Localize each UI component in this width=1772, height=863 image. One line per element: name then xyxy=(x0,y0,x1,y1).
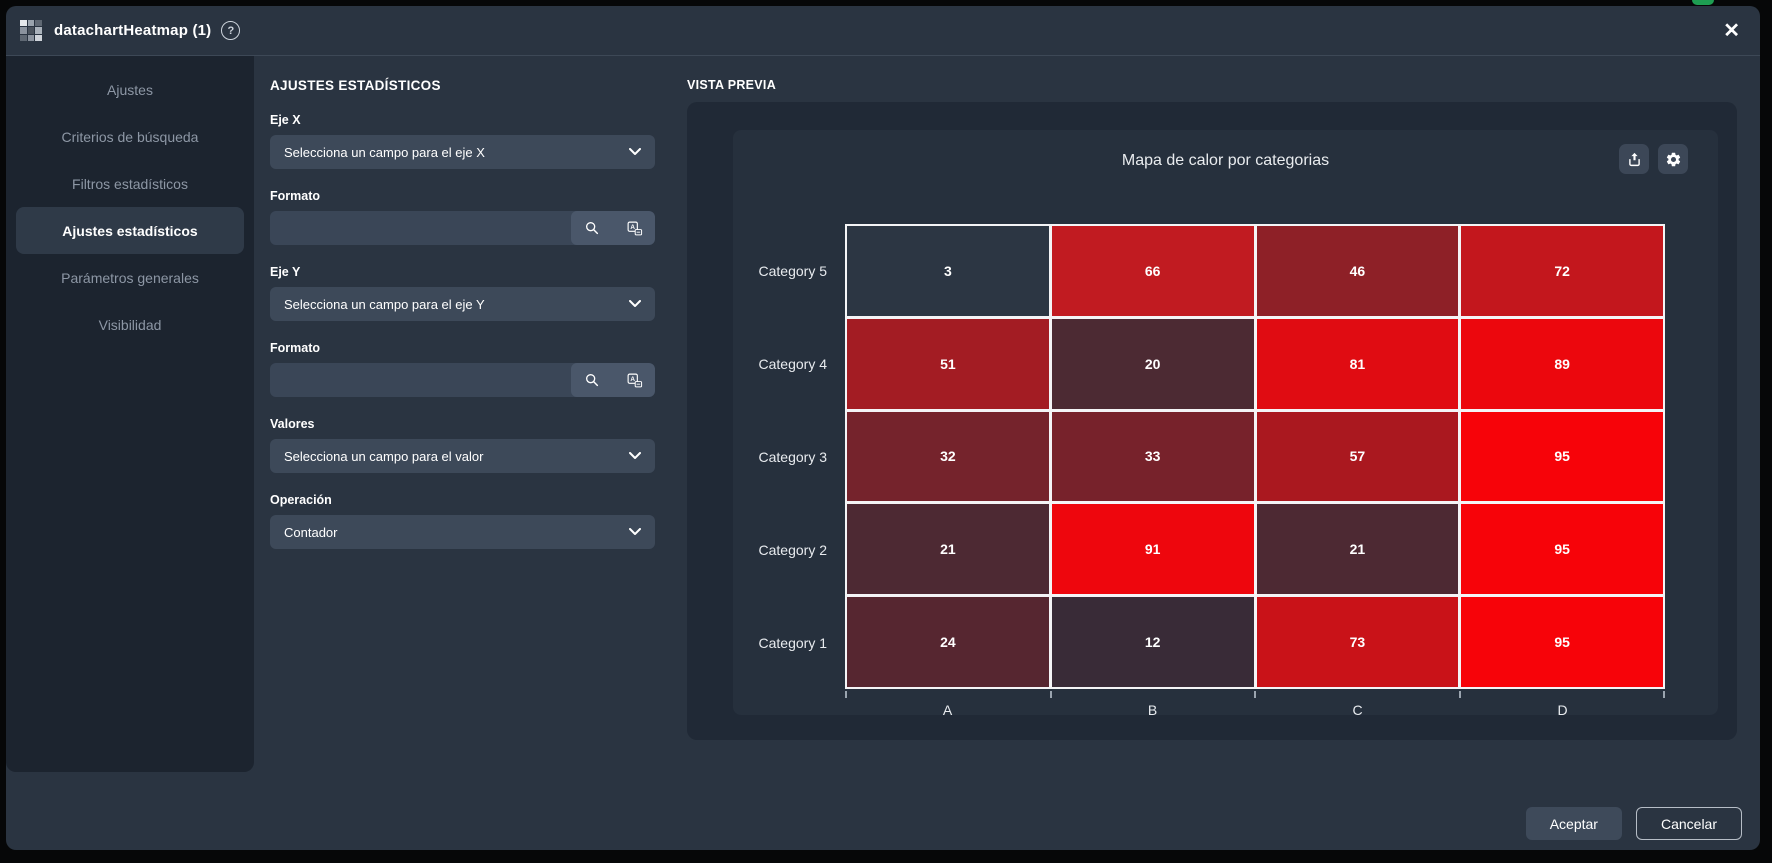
formato-y-label: Formato xyxy=(270,341,320,355)
valores-label: Valores xyxy=(270,417,315,431)
preview-title: VISTA PREVIA xyxy=(687,78,777,92)
axis-tick xyxy=(845,691,847,698)
translate-icon[interactable]: A xyxy=(613,211,655,245)
chart-title: Mapa de calor por categorias xyxy=(1121,152,1330,169)
eje-x-select-value: Selecciona un campo para el eje X xyxy=(284,144,485,160)
search-icon[interactable] xyxy=(571,211,613,245)
heatmap-cell[interactable]: 95 xyxy=(1461,411,1663,502)
cancel-button[interactable]: Cancelar xyxy=(1635,807,1742,840)
sidebar-item-visibilidad[interactable]: Visibilidad xyxy=(98,316,162,333)
svg-text:A: A xyxy=(630,224,635,231)
heatmap-cell[interactable]: 3 xyxy=(847,226,1049,316)
heatmap-y-label: Category 1 xyxy=(758,634,827,651)
heatmap-y-label: Category 5 xyxy=(758,262,827,279)
heatmap-x-ticks xyxy=(845,691,1665,698)
gear-icon[interactable] xyxy=(1658,144,1688,174)
sidebar-nav: Ajustes Criterios de búsqueda Filtros esta… xyxy=(6,56,254,772)
heatmap-cell[interactable]: 66 xyxy=(1051,226,1254,316)
valores-select[interactable]: Selecciona un campo para el valor xyxy=(270,439,655,473)
axis-tick xyxy=(1254,691,1256,698)
operacion-label: Operación xyxy=(270,493,332,507)
operacion-select-value: Contador xyxy=(284,524,338,540)
heatmap-cell[interactable]: 12 xyxy=(1051,597,1254,687)
dialog-title: datachartHeatmap (1) xyxy=(54,22,212,39)
dialog-footer: Aceptar Cancelar xyxy=(1525,807,1742,840)
formato-y-field: A xyxy=(270,363,655,397)
formato-x-input[interactable] xyxy=(270,211,571,245)
accept-button[interactable]: Aceptar xyxy=(1525,807,1622,840)
heatmap-cell[interactable]: 20 xyxy=(1051,318,1254,409)
close-icon[interactable]: ✕ xyxy=(1723,19,1740,42)
operacion-select[interactable]: Contador xyxy=(270,515,655,549)
heatmap-cell[interactable]: 91 xyxy=(1051,504,1254,595)
background-green-button-peek xyxy=(1692,0,1714,5)
sidebar-item-criterios-de-busqueda[interactable]: Criterios de búsqueda xyxy=(61,128,199,145)
heatmap-x-label: D xyxy=(1557,702,1568,718)
heatmap-cell[interactable]: 21 xyxy=(1256,504,1459,595)
heatmap-cell[interactable]: 73 xyxy=(1256,597,1459,687)
formato-x-field: A xyxy=(270,211,655,245)
heatmap-config-dialog: datachartHeatmap (1) ? ✕ Ajustes Criterio… xyxy=(6,6,1760,850)
chevron-down-icon xyxy=(629,148,641,156)
heatmap-cell[interactable]: 24 xyxy=(847,597,1049,687)
axis-tick xyxy=(1049,691,1052,698)
eje-y-select[interactable]: Selecciona un campo para el eje Y xyxy=(270,287,655,321)
preview-section: VISTA PREVIA Mapa de calor por categoria… xyxy=(687,56,1737,740)
heatmap-cell[interactable]: 81 xyxy=(1256,318,1459,409)
heatmap-x-label: B xyxy=(1147,702,1158,718)
eje-y-select-value: Selecciona un campo para el eje Y xyxy=(284,296,485,312)
dialog-titlebar: datachartHeatmap (1) ? ✕ xyxy=(6,6,1760,56)
eje-x-select[interactable]: Selecciona un campo para el eje X xyxy=(270,135,655,169)
eje-y-label: Eje Y xyxy=(270,265,301,279)
heatmap-cell[interactable]: 51 xyxy=(847,318,1049,409)
heatmap-y-label: Category 2 xyxy=(758,541,827,558)
heatmap-cell[interactable]: 72 xyxy=(1461,226,1663,316)
heatmap-x-label: A xyxy=(942,702,953,718)
svg-text:A: A xyxy=(630,376,635,383)
heatmap-cell[interactable]: 89 xyxy=(1461,318,1663,409)
chart-toolbar xyxy=(1619,144,1688,174)
heatmap-y-label: Category 3 xyxy=(758,448,827,465)
help-icon[interactable]: ? xyxy=(221,21,241,40)
heatmap-x-labels: A B C D xyxy=(845,702,1665,718)
statistics-settings-form: AJUSTES ESTADÍSTICOS Eje X Selecciona un… xyxy=(270,56,655,549)
sidebar-item-filtros-estadisticos[interactable]: Filtros estadísticos xyxy=(72,175,188,192)
valores-select-value: Selecciona un campo para el valor xyxy=(284,448,484,464)
heatmap-x-label: C xyxy=(1352,702,1363,718)
heatmap-y-label: Category 4 xyxy=(758,355,827,372)
export-icon[interactable] xyxy=(1619,144,1649,174)
sidebar-item-ajustes[interactable]: Ajustes xyxy=(107,81,153,98)
search-icon[interactable] xyxy=(571,363,613,397)
axis-tick xyxy=(1458,691,1461,698)
chevron-down-icon xyxy=(629,300,641,308)
section-title: AJUSTES ESTADÍSTICOS xyxy=(270,78,441,93)
eje-x-label: Eje X xyxy=(270,113,301,127)
heatmap-cell[interactable]: 32 xyxy=(847,411,1049,502)
heatmap-cell[interactable]: 46 xyxy=(1256,226,1459,316)
sidebar-item-ajustes-estadisticos[interactable]: Ajustes estadísticos xyxy=(16,207,244,254)
heatmap-cell[interactable]: 33 xyxy=(1051,411,1254,502)
axis-tick xyxy=(1663,691,1665,698)
chevron-down-icon xyxy=(629,452,641,460)
formato-x-label: Formato xyxy=(270,189,320,203)
heatmap-cell[interactable]: 57 xyxy=(1256,411,1459,502)
heatmap-cell[interactable]: 95 xyxy=(1461,597,1663,687)
heatmap-grid-icon xyxy=(20,19,42,42)
heatmap-grid: 3 66 46 72 51 20 81 89 32 33 57 95 21 91 21 95 24 12 73 95 xyxy=(845,224,1665,689)
heatmap-cell[interactable]: 95 xyxy=(1461,504,1663,595)
heatmap-cell[interactable]: 21 xyxy=(847,504,1049,595)
chevron-down-icon xyxy=(629,528,641,536)
translate-icon[interactable]: A xyxy=(613,363,655,397)
heatmap-y-labels: Category 5 Category 4 Category 3 Category 2… xyxy=(733,224,833,689)
formato-y-input[interactable] xyxy=(270,363,571,397)
sidebar-item-parametros-generales[interactable]: Parámetros generales xyxy=(61,269,199,286)
